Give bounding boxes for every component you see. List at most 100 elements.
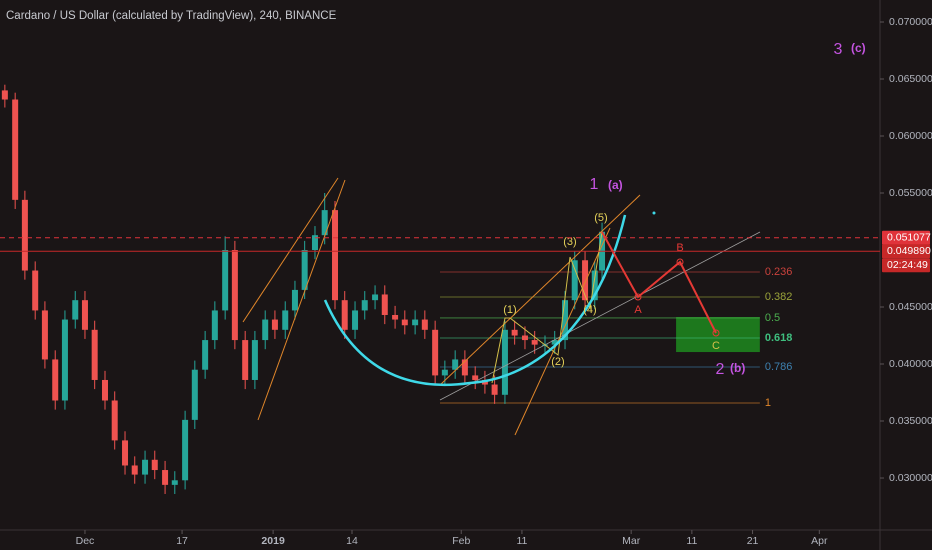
candle-body bbox=[122, 440, 129, 466]
wave-labels: (1) (2) (3) (4) (5) A B C bbox=[503, 212, 720, 368]
candle-body bbox=[182, 419, 189, 481]
candle-body bbox=[352, 310, 359, 330]
candle-body bbox=[452, 359, 459, 370]
degree-letter: (c) bbox=[851, 41, 866, 55]
fib-label: 0.236 bbox=[765, 266, 793, 278]
candle-body bbox=[341, 300, 348, 330]
candle-body bbox=[251, 340, 258, 380]
candle-body bbox=[142, 459, 149, 475]
x-tick-label: Feb bbox=[452, 535, 470, 547]
degree-labels: 1 (a) 2 (b) 3 (c) bbox=[590, 41, 866, 378]
x-tick-label: Mar bbox=[622, 535, 641, 547]
fib-label: 0.5 bbox=[765, 312, 780, 324]
candle-body bbox=[191, 369, 198, 420]
channel-line bbox=[257, 179, 346, 421]
candle-body bbox=[171, 480, 178, 485]
candle-body bbox=[311, 235, 318, 251]
price-tag-label: 0.051077 bbox=[887, 232, 931, 244]
candle-body bbox=[392, 314, 399, 320]
candle-body bbox=[211, 310, 218, 341]
degree-letter: (a) bbox=[608, 178, 623, 192]
y-tick-label: 0.040000 bbox=[889, 358, 932, 370]
candle-body bbox=[101, 379, 108, 401]
candle-body bbox=[381, 294, 388, 315]
degree-number: 3 bbox=[834, 41, 843, 58]
candle-body bbox=[162, 470, 169, 485]
correction-label: A bbox=[634, 304, 642, 316]
candle-body bbox=[202, 340, 209, 370]
candle-body bbox=[262, 319, 269, 341]
x-tick-label: Dec bbox=[76, 535, 95, 547]
candle-body bbox=[591, 270, 598, 301]
wave-path bbox=[491, 231, 603, 384]
countdown-tag bbox=[882, 258, 930, 273]
candle-body bbox=[282, 310, 289, 330]
candle-body bbox=[332, 210, 339, 301]
y-tick-label: 0.060000 bbox=[889, 130, 932, 142]
candle-body bbox=[321, 210, 328, 236]
candle-body bbox=[91, 329, 98, 380]
candle-body bbox=[222, 250, 229, 311]
y-tick-label: 0.065000 bbox=[889, 73, 932, 85]
degree-number: 2 bbox=[716, 361, 725, 378]
wave-label: (3) bbox=[563, 236, 576, 248]
candle-body bbox=[21, 199, 28, 271]
projection-point bbox=[634, 293, 642, 301]
wave-label: (2) bbox=[551, 356, 564, 368]
candle-body bbox=[291, 289, 298, 311]
price-tag bbox=[882, 230, 930, 245]
candle-body bbox=[521, 335, 528, 341]
candle-body bbox=[231, 250, 238, 341]
fib-label: 0.786 bbox=[765, 361, 793, 373]
x-tick-label: 17 bbox=[176, 535, 188, 547]
candle-body bbox=[301, 250, 308, 290]
candle-body bbox=[491, 384, 498, 395]
candle-body bbox=[531, 340, 538, 345]
wave-label: (5) bbox=[594, 212, 607, 224]
candle-body bbox=[551, 340, 558, 345]
channel-line bbox=[439, 194, 641, 386]
chart-title: Cardano / US Dollar (calculated by Tradi… bbox=[6, 10, 337, 22]
y-tick-label: 0.030000 bbox=[889, 472, 932, 484]
candle-body bbox=[81, 300, 88, 330]
fib-retracement: 0.236 0.382 0.5 0.618 0.786 1 bbox=[440, 266, 792, 409]
candle-body bbox=[562, 300, 569, 341]
candle-body bbox=[372, 294, 379, 301]
cup-curve bbox=[323, 214, 627, 387]
fib-label: 1 bbox=[765, 397, 771, 409]
x-tick-label: 14 bbox=[346, 535, 358, 547]
fib-label: 0.618 bbox=[765, 332, 793, 344]
candle-body bbox=[52, 359, 59, 401]
candle-body bbox=[472, 375, 479, 380]
y-tick-label: 0.055000 bbox=[889, 187, 932, 199]
x-tick-label: 2019 bbox=[261, 535, 285, 547]
axes: 0.070000 0.065000 0.060000 0.055000 0.045000… bbox=[0, 16, 932, 547]
candles bbox=[1, 84, 606, 494]
x-tick-label: 11 bbox=[686, 535, 697, 547]
candle-body bbox=[421, 319, 428, 330]
y-tick-label: 0.070000 bbox=[889, 16, 932, 28]
projection-path bbox=[601, 231, 717, 334]
candle-body bbox=[72, 300, 79, 320]
x-tick-label: 11 bbox=[516, 535, 527, 547]
projection-point bbox=[676, 258, 684, 266]
drawings bbox=[242, 177, 761, 436]
candle-body bbox=[151, 459, 158, 471]
candle-body bbox=[111, 400, 118, 441]
candle-body bbox=[441, 369, 448, 376]
trend-line bbox=[439, 231, 761, 401]
candle-body bbox=[461, 359, 468, 376]
fib-label: 0.382 bbox=[765, 291, 793, 303]
candle-body bbox=[41, 310, 48, 360]
target-zone bbox=[676, 317, 760, 353]
candle-body bbox=[61, 319, 68, 401]
candle-body bbox=[401, 319, 408, 326]
x-tick-label: Apr bbox=[811, 535, 828, 547]
x-tick-label: 21 bbox=[747, 535, 759, 547]
wave-label: (1) bbox=[503, 304, 516, 316]
candle-body bbox=[131, 465, 138, 475]
candle-body bbox=[432, 329, 439, 376]
candle-body bbox=[1, 90, 8, 100]
